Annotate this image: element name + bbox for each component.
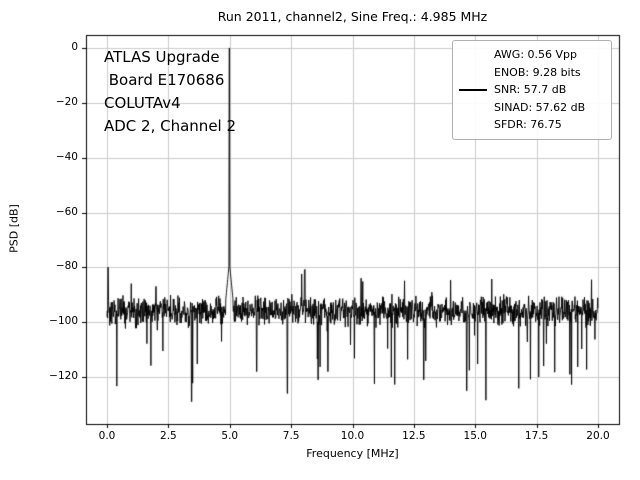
legend-item: AWG: 0.56 Vpp: [459, 46, 605, 64]
legend-item-label: SINAD: 57.62 dB: [494, 100, 586, 114]
x-tick-label: 5.0: [221, 430, 239, 442]
x-tick-label: 7.5: [282, 430, 300, 442]
y-axis-label: PSD [dB]: [7, 204, 21, 253]
legend-item: ENOB: 9.28 bits: [459, 64, 605, 82]
legend-item: SFDR: 76.75: [459, 116, 605, 134]
chart-title: Run 2011, channel2, Sine Freq.: 4.985 MH…: [217, 9, 488, 24]
annotation-text: ATLAS Upgrade Board E170686 COLUTAv4 ADC 2…: [104, 46, 236, 138]
annotation-line: Board E170686: [104, 71, 225, 89]
x-tick-label: 20.0: [586, 430, 610, 442]
y-tick-label: −60: [55, 205, 78, 218]
legend-line-sample-icon: [459, 81, 487, 99]
x-tick-label: 10.0: [340, 430, 365, 442]
y-tick-label: −120: [49, 370, 78, 382]
annotation-line: ATLAS Upgrade: [104, 48, 220, 66]
legend-handle-spacer: [459, 116, 487, 134]
legend-handle-spacer: [459, 64, 487, 82]
legend-item-label: ENOB: 9.28 bits: [494, 65, 581, 79]
legend-item-label: SNR: 57.7 dB: [494, 83, 567, 97]
legend-item: SINAD: 57.62 dB: [459, 99, 605, 117]
annotation-line: COLUTAv4: [104, 94, 181, 112]
x-axis-label: Frequency [MHz]: [306, 447, 399, 460]
x-tick-label: 15.0: [463, 430, 487, 442]
legend-item: SNR: 57.7 dB: [459, 81, 605, 99]
line-sample-icon: [459, 88, 487, 91]
annotation-line: ADC 2, Channel 2: [104, 117, 237, 135]
y-tick-label: −80: [55, 260, 78, 273]
x-tick-label: 12.5: [402, 430, 426, 442]
legend-handle-spacer: [459, 99, 487, 117]
y-tick-label: 0: [71, 41, 78, 53]
x-tick-label: 2.5: [160, 430, 177, 442]
legend-item-label: AWG: 0.56 Vpp: [494, 48, 578, 62]
legend-handle-spacer: [459, 46, 487, 64]
y-tick-label: −20: [55, 95, 78, 108]
y-tick-label: −40: [55, 150, 78, 163]
y-tick-label: −100: [49, 315, 78, 328]
legend-item-label: SFDR: 76.75: [494, 118, 562, 132]
legend: AWG: 0.56 Vpp ENOB: 9.28 bits SNR: 57.7 dB…: [452, 40, 612, 140]
x-tick-label: 17.5: [524, 430, 549, 442]
x-tick-label: 0.0: [98, 430, 116, 442]
